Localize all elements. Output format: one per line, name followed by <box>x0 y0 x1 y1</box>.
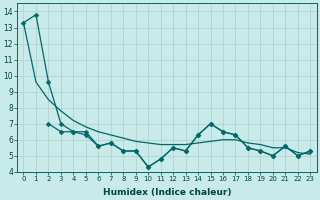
X-axis label: Humidex (Indice chaleur): Humidex (Indice chaleur) <box>103 188 231 197</box>
